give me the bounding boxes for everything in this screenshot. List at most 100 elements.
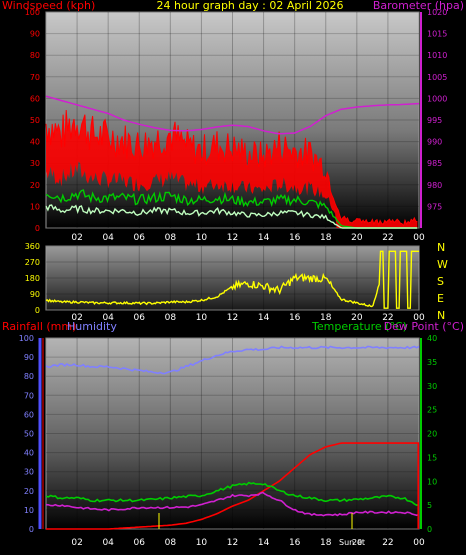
y2-tick-label: 15 [427, 453, 437, 462]
x-tick-label: 02 [71, 233, 82, 243]
wind-avg-line-light [45, 204, 418, 229]
y2-tick-label: 985 [427, 159, 442, 168]
sunset-suffix-label: et [357, 538, 365, 547]
x-tick-label: 22 [382, 233, 393, 243]
x-tick-label: 18 [320, 538, 332, 548]
y-tick-label: 100 [19, 334, 34, 343]
y-tick-label: 50 [30, 116, 40, 125]
humidity-axis-title: Humidity [67, 320, 117, 333]
y2-tick-label: 980 [427, 181, 442, 190]
y2-tick-label: 25 [427, 406, 437, 415]
y-tick-label: 60 [24, 410, 34, 419]
x-tick-label: 00 [413, 538, 425, 548]
y-tick-label: 70 [30, 73, 40, 82]
x-tick-label: 16 [289, 233, 301, 243]
sunset-label: Sun [339, 538, 354, 547]
y-tick-label: 80 [24, 372, 34, 381]
compass-letter: E [437, 292, 444, 305]
y-tick-label: 0 [35, 306, 40, 315]
compass-letter: N [437, 309, 445, 322]
y-tick-label: 90 [24, 353, 34, 362]
y-tick-label: 180 [25, 274, 40, 283]
y2-tick-label: 1000 [427, 94, 447, 103]
x-tick-label: 02 [71, 313, 82, 323]
barometer-axis-title: Barometer (hpa) [373, 0, 464, 12]
y-tick-label: 20 [30, 181, 40, 190]
y-tick-label: 40 [30, 138, 40, 147]
x-tick-label: 12 [227, 313, 238, 323]
x-tick-label: 00 [413, 233, 425, 243]
y-tick-label: 30 [30, 159, 40, 168]
y2-tick-label: 1010 [427, 51, 447, 60]
temperature-axis-title: Temperature (°C) [311, 320, 407, 333]
y2-tick-label: 995 [427, 116, 442, 125]
y-tick-label: 10 [30, 202, 40, 211]
y2-tick-label: 1020 [427, 8, 447, 17]
y-tick-label: 30 [24, 468, 34, 477]
x-tick-label: 04 [102, 233, 114, 243]
temperature-line [45, 481, 420, 507]
y-tick-label: 20 [24, 487, 34, 496]
compass-letter: W [437, 258, 448, 271]
wind-plot-background [45, 11, 420, 229]
y-tick-label: 10 [24, 506, 34, 515]
barometer-y-ticks: 975 980 985 990 995 1000 1005 1010 1015 1020 [420, 8, 447, 228]
compass-letter: N [437, 241, 445, 254]
x-tick-label: 16 [289, 313, 301, 323]
y2-tick-label: 990 [427, 138, 442, 147]
y-tick-label: 80 [30, 51, 40, 60]
y2-tick-label: 5 [427, 501, 432, 510]
x-tick-label: 10 [196, 233, 208, 243]
rainfall-line [46, 442, 419, 530]
wind-series [45, 95, 420, 229]
chart-title: 24 hour graph day : 02 April 2026 [157, 0, 344, 12]
y2-tick-label: 20 [427, 430, 437, 439]
y-tick-label: 40 [24, 449, 34, 458]
x-tick-label: 18 [320, 233, 332, 243]
sunset-tick-label: 20 [352, 538, 362, 547]
winddir-gridlines [46, 245, 419, 311]
y-tick-label: 70 [24, 391, 34, 400]
dewpoint-line [45, 491, 420, 517]
y2-tick-label: 1005 [427, 73, 447, 82]
wind-y-ticks: 0 10 20 30 40 50 60 70 80 90 100 [25, 8, 40, 233]
y2-tick-label: 30 [427, 382, 437, 391]
winddir-plot-background [45, 245, 420, 311]
dewpoint-axis-title: Dew Point (°C) [384, 320, 464, 333]
humidity-line [45, 345, 420, 375]
x-tick-label: 04 [102, 538, 114, 548]
rain-plot-background [45, 337, 420, 530]
x-tick-label: 08 [165, 233, 177, 243]
y2-tick-label: 1015 [427, 30, 447, 39]
y2-tick-label: 10 [427, 477, 437, 486]
x-tick-label: 08 [165, 313, 177, 323]
y-tick-label: 0 [29, 525, 34, 534]
x-tick-label: 08 [165, 538, 177, 548]
y-tick-label: 270 [25, 258, 40, 267]
windspeed-axis-title: Windspeed (kph) [2, 0, 95, 12]
y-tick-label: 90 [30, 290, 40, 299]
x-tick-label: 20 [351, 233, 363, 243]
x-tick-label: 12 [227, 538, 238, 548]
temperature-y-ticks: 0 5 10 15 20 25 30 35 40 [427, 334, 437, 534]
y-tick-label: 100 [25, 8, 40, 17]
y-tick-label: 90 [30, 30, 40, 39]
barometer-line [45, 95, 420, 135]
x-tick-label: 06 [134, 313, 146, 323]
wind-gust-band [46, 110, 418, 228]
x-tick-label: 16 [289, 538, 301, 548]
y-tick-label: 60 [30, 94, 40, 103]
x-tick-label: 06 [134, 538, 146, 548]
compass-letter: S [437, 275, 444, 288]
x-tick-label: 22 [382, 313, 393, 323]
y2-tick-label: 975 [427, 202, 442, 211]
rainfall-axis-title: Rainfall (mm) [2, 320, 76, 333]
x-tick-label: 14 [258, 313, 270, 323]
x-tick-label: 10 [196, 313, 208, 323]
